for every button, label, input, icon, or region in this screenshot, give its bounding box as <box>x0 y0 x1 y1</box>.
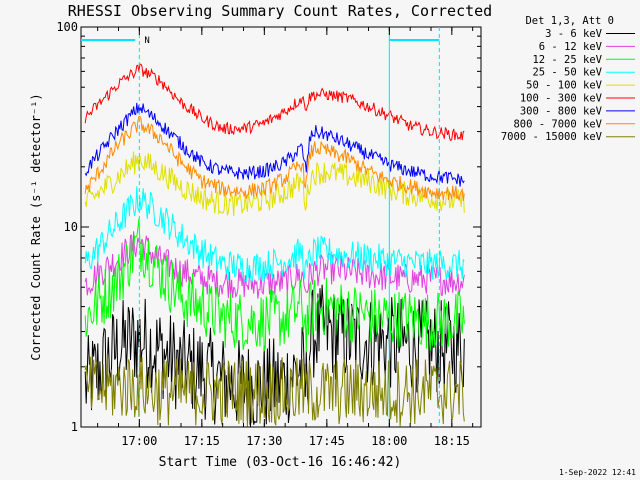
footer-timestamp: 1-Sep-2022 12:41 <box>559 468 636 477</box>
series-line <box>84 218 465 353</box>
plot-area: N 1 10 100 17:00 17:15 17:30 17:45 18:00 18:15 <box>56 20 482 448</box>
night-markers: N <box>81 27 440 427</box>
x-tick-label: 17:30 <box>246 434 282 448</box>
legend-label: 3 - 6 keV <box>545 28 603 40</box>
legend-label: 50 - 100 keV <box>526 80 603 92</box>
legend-label: 25 - 50 keV <box>532 67 602 79</box>
x-tick-label: 17:45 <box>309 434 345 448</box>
series-100-300-kev <box>84 63 465 142</box>
legend-label: 800 - 7000 keV <box>513 118 602 130</box>
series-25-50-kev <box>84 186 465 283</box>
series-line <box>84 353 465 427</box>
series-line <box>84 115 465 201</box>
series-line <box>84 284 465 428</box>
x-axis-label: Start Time (03-Oct-16 16:46:42) <box>159 455 402 470</box>
y-tick-label: 1 <box>71 420 78 434</box>
series-3-6-kev <box>84 284 465 428</box>
series-line <box>84 231 465 299</box>
series-12-25-kev <box>84 218 465 353</box>
x-tick-label: 18:15 <box>434 434 470 448</box>
legend-label: 300 - 800 keV <box>520 105 603 117</box>
x-tick-label: 17:00 <box>121 434 157 448</box>
series-800-7000-kev <box>84 115 465 201</box>
legend-label: 12 - 25 keV <box>532 54 602 66</box>
legend-label: 7000 - 15000 keV <box>501 131 603 143</box>
night-label: N <box>144 36 149 46</box>
series-line <box>84 63 465 142</box>
legend-title: Det 1,3, Att 0 <box>525 15 614 27</box>
legend-label: 6 - 12 keV <box>539 41 603 53</box>
y-axis-label: Corrected Count Rate (s⁻¹ detector⁻¹) <box>29 93 43 360</box>
x-tick-label: 17:15 <box>184 434 220 448</box>
series-layer <box>84 63 465 428</box>
x-tick-label: 18:00 <box>371 434 407 448</box>
axes: 1 10 100 17:00 17:15 17:30 17:45 18:00 18:15 <box>56 20 481 448</box>
series-300-800-kev <box>84 102 465 187</box>
series-7000-15000-kev <box>84 353 465 427</box>
legend-label: 100 - 300 keV <box>520 93 603 105</box>
series-line <box>84 102 465 187</box>
series-line <box>84 186 465 283</box>
series-6-12-kev <box>84 231 465 299</box>
chart-title: RHESSI Observing Summary Count Rates, Co… <box>68 2 492 20</box>
y-tick-label: 10 <box>64 220 78 234</box>
y-tick-label: 100 <box>56 20 78 34</box>
